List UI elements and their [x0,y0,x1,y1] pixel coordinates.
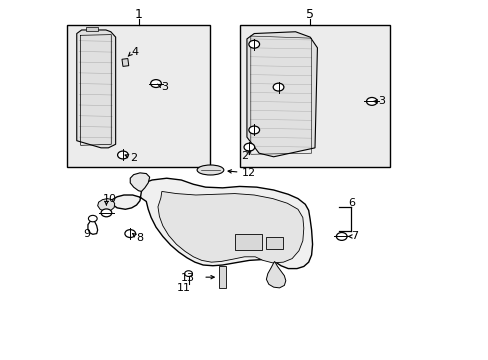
Text: 8: 8 [136,233,143,243]
Bar [67,24,210,167]
Polygon shape [158,192,303,263]
Polygon shape [219,266,225,288]
Polygon shape [246,32,317,157]
Text: 12: 12 [241,168,255,178]
Polygon shape [130,173,149,192]
Circle shape [244,143,254,151]
Circle shape [336,233,346,240]
Polygon shape [122,59,128,66]
Circle shape [184,271,192,276]
Text: 1: 1 [134,8,142,21]
Text: 3: 3 [161,82,167,92]
Circle shape [101,209,112,217]
Text: 7: 7 [351,231,358,242]
Circle shape [273,83,284,91]
Polygon shape [98,199,115,211]
Text: 11: 11 [176,283,190,293]
Text: 10: 10 [102,194,116,203]
Circle shape [248,40,259,48]
Polygon shape [266,261,285,288]
Circle shape [366,98,376,105]
Polygon shape [77,30,116,148]
Text: 2: 2 [241,151,247,161]
Bar [239,24,389,167]
Circle shape [117,151,128,159]
Text: 3: 3 [377,96,385,107]
Text: 9: 9 [83,229,90,239]
Text: 6: 6 [347,198,354,208]
Circle shape [88,215,97,222]
Text: 4: 4 [131,47,139,57]
Polygon shape [234,234,261,249]
Circle shape [150,80,161,87]
Polygon shape [266,237,283,249]
Text: 2: 2 [130,153,137,163]
Ellipse shape [197,165,224,175]
Text: 5: 5 [305,8,313,21]
Circle shape [124,230,135,238]
Polygon shape [112,178,312,269]
Circle shape [248,126,259,134]
Polygon shape [86,27,98,31]
Text: 13: 13 [181,273,195,283]
